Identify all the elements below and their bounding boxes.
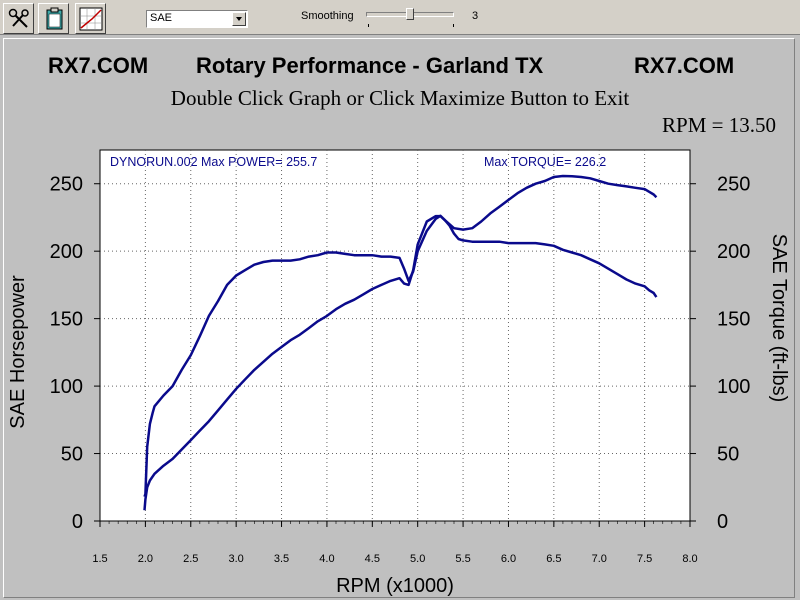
x-tick-label: 3.5 <box>274 553 289 565</box>
title-right: RX7.COM <box>634 53 735 78</box>
mode-select-value: SAE <box>150 12 173 24</box>
x-tick-label: 2.5 <box>183 553 198 565</box>
y-tick-label: 150 <box>50 309 83 331</box>
y2-tick-labels: 0 50 100 150 200 250 <box>717 174 750 533</box>
x-tick-label: 7.0 <box>592 553 607 565</box>
tick-marks <box>94 183 696 527</box>
x-tick-label: 6.0 <box>501 553 516 565</box>
tools-button[interactable] <box>3 3 34 34</box>
y2-tick-label: 50 <box>717 444 739 466</box>
graph-button[interactable] <box>75 3 106 34</box>
subtitle: Double Click Graph or Click Maximize But… <box>170 86 630 110</box>
y-tick-label: 50 <box>61 444 83 466</box>
x-tick-labels: 1.5 2.0 2.5 3.0 3.5 4.0 4.5 5.0 5.5 6.0 6.5 7.0 7.5 8… <box>92 553 697 565</box>
series-line-2 <box>143 214 658 498</box>
y2-tick-label: 150 <box>717 309 750 331</box>
x-tick-label: 5.0 <box>410 553 425 565</box>
mode-select[interactable]: SAE <box>146 10 248 28</box>
x-tick-label: 2.0 <box>138 553 153 565</box>
x-tick-label: 4.5 <box>365 553 380 565</box>
y2-tick-label: 0 <box>717 511 728 533</box>
plot-area[interactable] <box>99 149 691 522</box>
clipboard-icon <box>46 7 63 30</box>
x-tick-label: 3.0 <box>229 553 244 565</box>
title-center: Rotary Performance - Garland TX <box>196 53 544 78</box>
run-label: DYNORUN.002 Max POWER= 255.7 <box>110 155 317 169</box>
y-axis-label: SAE Horsepower <box>7 275 29 429</box>
y-tick-label: 100 <box>50 376 83 398</box>
smoothing-slider[interactable] <box>366 8 454 28</box>
rpm-readout: RPM = 13.50 <box>662 113 776 137</box>
y-tick-label: 200 <box>50 241 83 263</box>
y-tick-label: 0 <box>72 511 83 533</box>
x-tick-label: 5.5 <box>455 553 470 565</box>
y2-axis-label: SAE Torque (ft-lbs) <box>768 234 790 403</box>
y-tick-labels: 0 50 100 150 200 250 <box>50 174 83 533</box>
tools-icon <box>8 8 29 28</box>
clipboard-button[interactable] <box>38 3 69 34</box>
toolbar: SAE Smoothing 3 <box>0 0 800 35</box>
graph-icon <box>79 7 103 31</box>
slider-ticks <box>368 24 454 27</box>
x-tick-label: 4.0 <box>319 553 334 565</box>
x-tick-label: 1.5 <box>92 553 107 565</box>
max-torque-label: Max TORQUE= 226.2 <box>484 155 606 169</box>
x-axis-label: RPM (x1000) <box>336 575 454 597</box>
x-tick-label: 7.5 <box>637 553 652 565</box>
chevron-down-icon[interactable] <box>232 12 246 26</box>
y2-tick-label: 250 <box>717 174 750 196</box>
x-tick-label: 6.5 <box>546 553 561 565</box>
smoothing-label: Smoothing <box>301 10 354 22</box>
smoothing-value: 3 <box>472 10 479 22</box>
y2-tick-label: 200 <box>717 241 750 263</box>
y-tick-label: 250 <box>50 174 83 196</box>
y2-tick-label: 100 <box>717 376 750 398</box>
title-left: RX7.COM <box>48 53 149 78</box>
x-tick-label: 8.0 <box>682 553 697 565</box>
slider-thumb[interactable] <box>406 8 414 20</box>
series-layer <box>143 174 658 511</box>
series-line-1 <box>143 174 658 511</box>
